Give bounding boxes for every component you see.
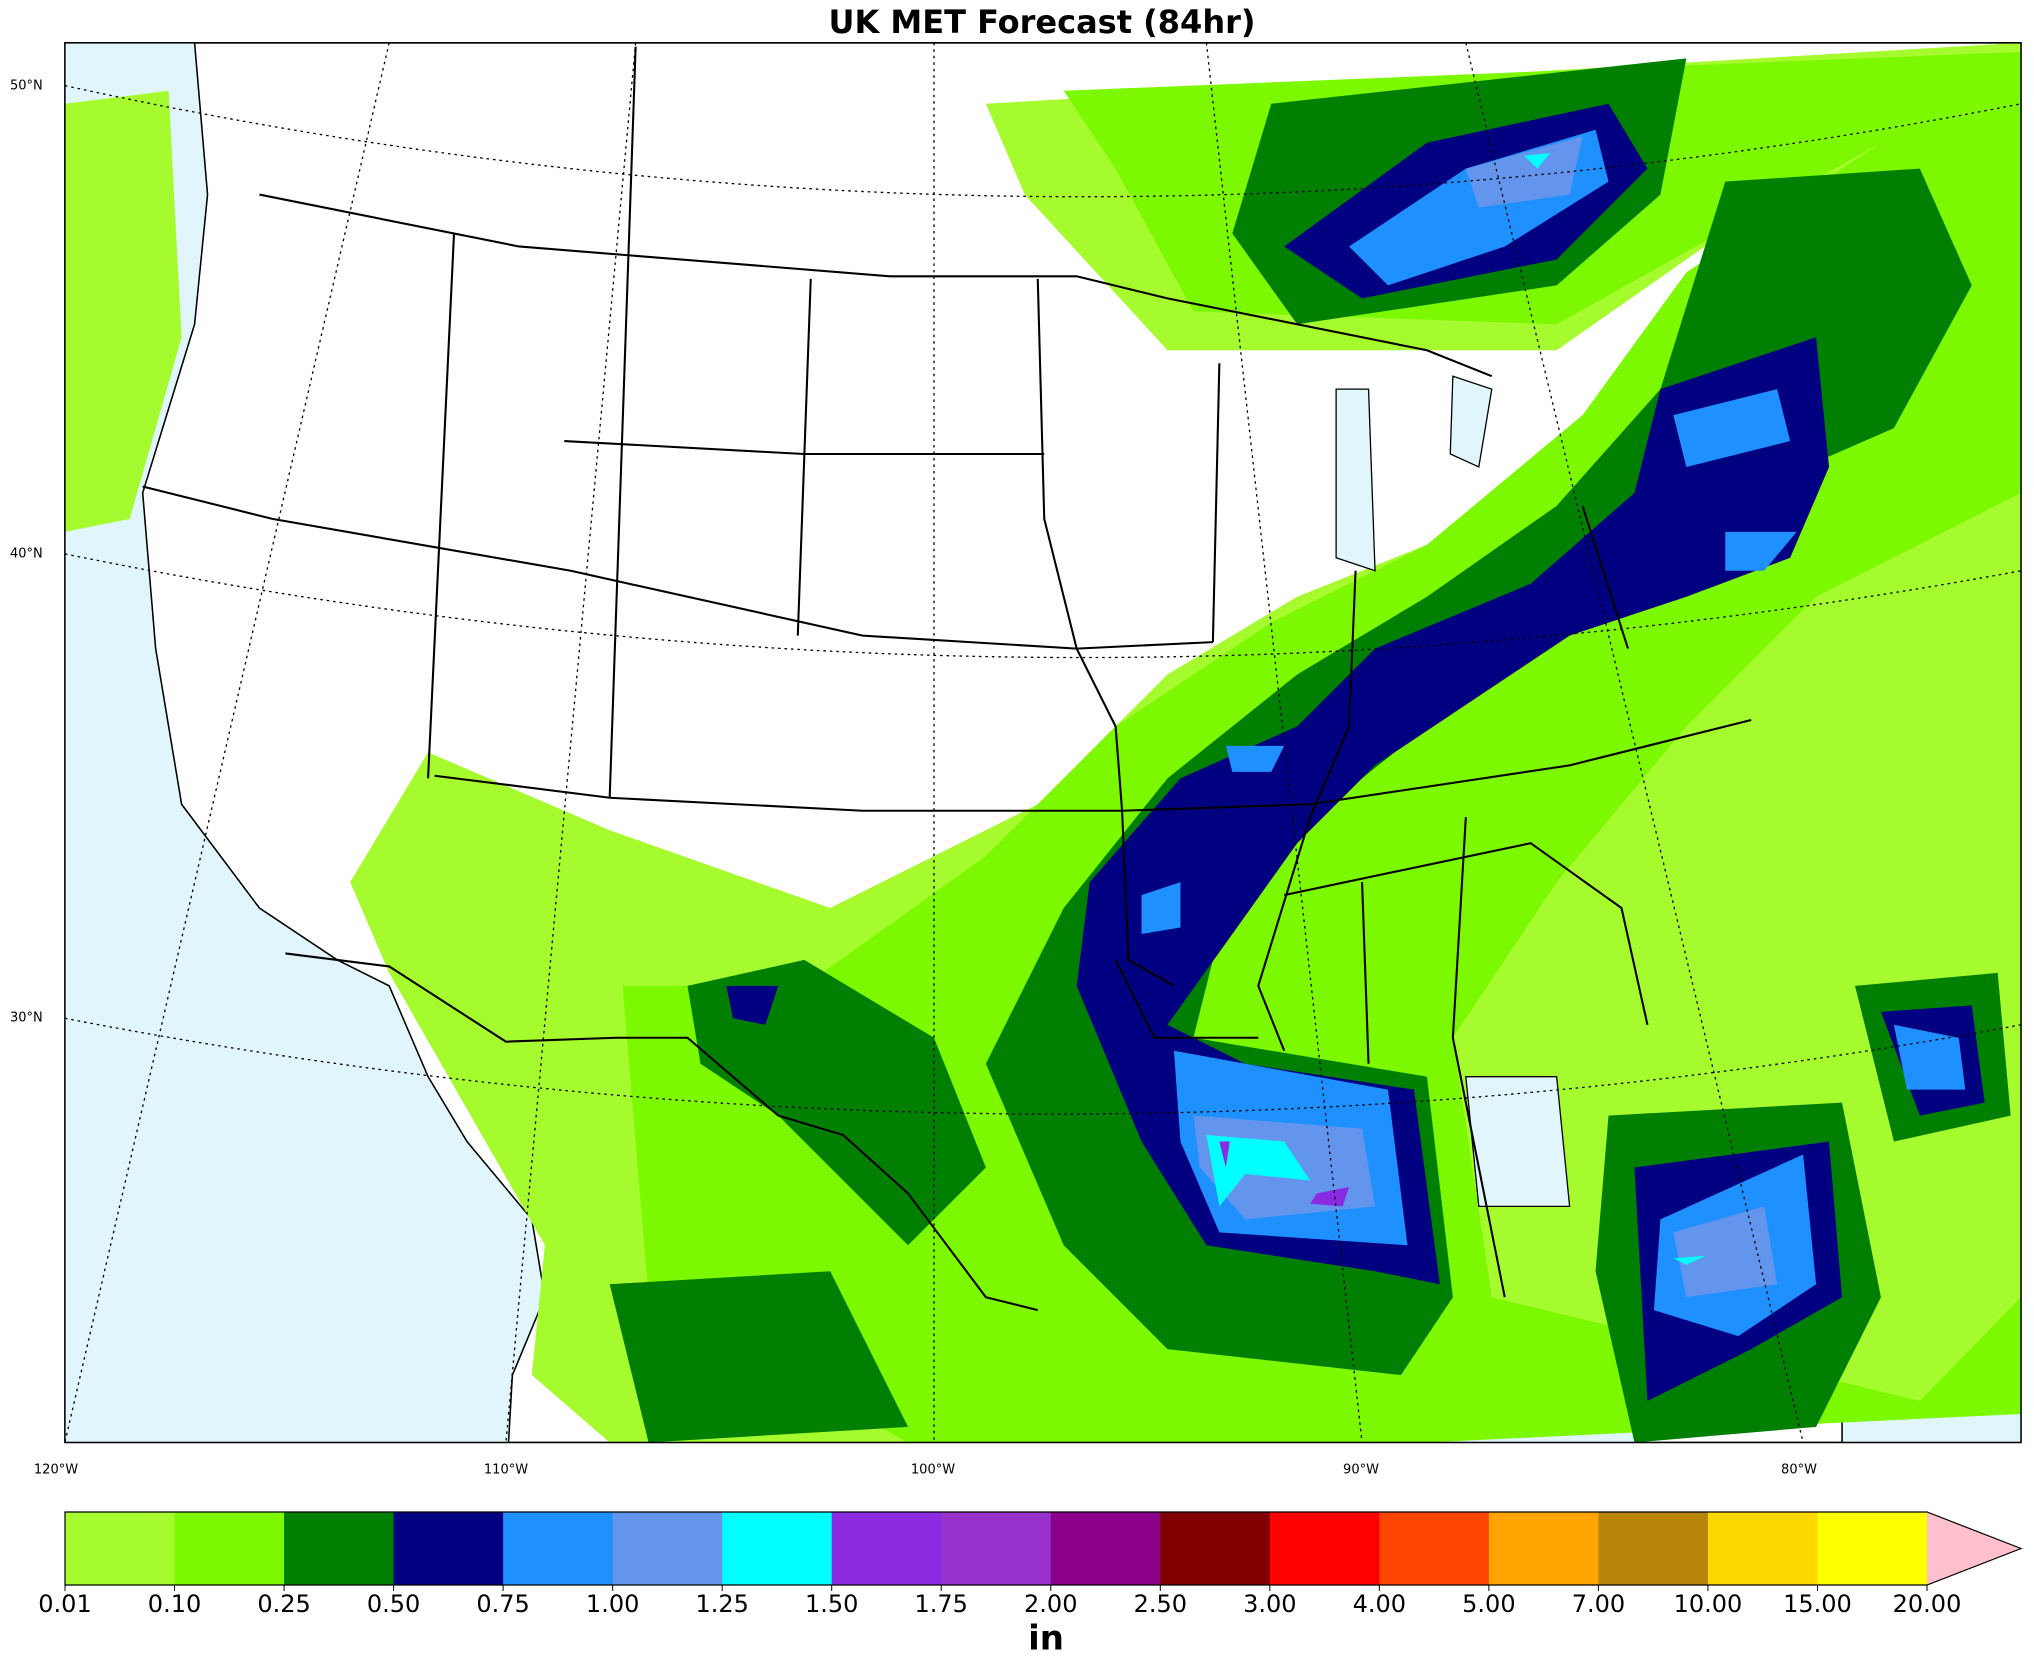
precip-001 (64, 90, 182, 532)
colorbar-tick-label: 20.00 (1893, 1590, 1962, 1618)
map-frame (64, 42, 2022, 1444)
map (64, 42, 2022, 1444)
lon-label: 90°W (1343, 1463, 1379, 1478)
state-lines (142, 46, 1752, 1298)
colorbar-tick-label: 0.25 (257, 1590, 310, 1618)
colorbar-tick-label: 1.25 (695, 1590, 748, 1618)
colorbar-segment (1160, 1512, 1271, 1585)
colorbar-segment (65, 1512, 176, 1585)
precip-150 (1219, 1141, 1350, 1207)
colorbar-tick-label: 15.00 (1783, 1590, 1852, 1618)
colorbar-tick-label: 7.00 (1572, 1590, 1625, 1618)
precip-125 (1206, 153, 1706, 1265)
lon-label: 100°W (911, 1463, 955, 1478)
colorbar-segment (1817, 1512, 1928, 1585)
colorbar-segment (722, 1512, 833, 1585)
colorbar-segment (1598, 1512, 1709, 1585)
colorbar-segment (284, 1512, 395, 1585)
colorbar-outline (64, 1511, 2023, 1586)
colorbar-tick-label: 4.00 (1353, 1590, 1406, 1618)
lat-label: 30°N (10, 1011, 43, 1026)
lakes-gulf (1335, 375, 1571, 1208)
colorbar-segment (831, 1512, 942, 1585)
lat-label: 50°N (10, 79, 43, 94)
colorbar-tick-label: 5.00 (1462, 1590, 1515, 1618)
colorbar-extend (1927, 1512, 2021, 1585)
colorbar-segment (941, 1512, 1052, 1585)
lon-label: 120°W (34, 1463, 78, 1478)
colorbar-segment (1488, 1512, 1599, 1585)
colorbar-segment (1379, 1512, 1490, 1585)
lat-label: 40°N (10, 547, 43, 562)
colorbar-tick-label: 0.01 (38, 1590, 91, 1618)
colorbar-tick-label: 0.75 (476, 1590, 529, 1618)
precip-100 (1193, 136, 1778, 1298)
border (259, 193, 1493, 378)
border (285, 952, 1039, 1312)
graticule (64, 42, 2022, 1443)
precip-075 (1141, 129, 1966, 1337)
colorbar-segment (503, 1512, 614, 1585)
lon-label: 110°W (484, 1463, 528, 1478)
precip-050 (726, 103, 1985, 1401)
colorbar-tick-label: 10.00 (1674, 1590, 1743, 1618)
colorbar-tick-label: 2.00 (1024, 1590, 1077, 1618)
colorbar-segment (1269, 1512, 1380, 1585)
colorbar-tick-label: 1.50 (805, 1590, 858, 1618)
colorbar-tick-label: 1.75 (915, 1590, 968, 1618)
colorbar-tick-label: 3.00 (1243, 1590, 1296, 1618)
title: UK MET Forecast (84hr) (828, 3, 1255, 41)
colorbar-tick-label: 0.10 (148, 1590, 201, 1618)
colorbar-segment (174, 1512, 285, 1585)
colorbar-segment (1707, 1512, 1818, 1585)
colorbar-tick-label: 2.50 (1134, 1590, 1187, 1618)
colorbar-tick-label: 1.00 (586, 1590, 639, 1618)
colorbar-label: in (1028, 1619, 1064, 1659)
colorbar-segment (612, 1512, 723, 1585)
lon-label: 80°W (1781, 1463, 1817, 1478)
colorbar-segment (393, 1512, 504, 1585)
colorbar-tick-label: 0.50 (367, 1590, 420, 1618)
colorbar-segment (1050, 1512, 1161, 1585)
